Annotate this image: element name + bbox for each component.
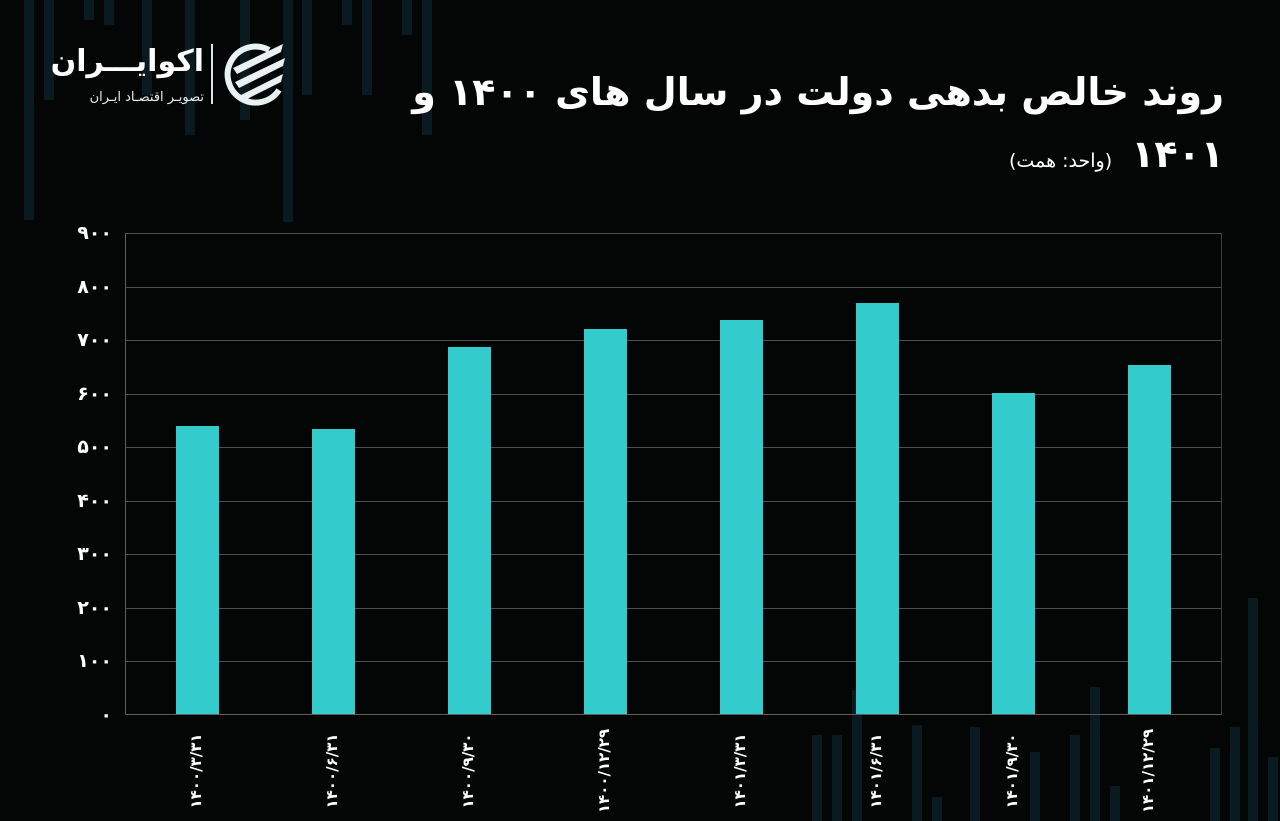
gridline	[126, 393, 1221, 395]
bar	[855, 303, 899, 714]
y-tick-label: ۷۰۰	[77, 329, 112, 352]
x-tick-label: ۱۴۰۰/۱۲/۲۹	[594, 728, 614, 813]
gridline	[126, 340, 1221, 342]
y-tick-label: ۶۰۰	[77, 382, 112, 405]
x-tick-text: ۱۴۰۰/۱۲/۲۹	[595, 728, 613, 813]
y-tick-label: ۸۰۰	[77, 275, 112, 298]
bar	[175, 426, 219, 714]
gridline	[126, 233, 1221, 234]
y-tick-label: ۱۰۰	[77, 650, 112, 673]
chart-subtitle-line: ۱۴۰۱ (واحد: همت)	[1009, 132, 1224, 176]
bar	[583, 329, 627, 714]
bar	[991, 393, 1035, 714]
unit-label: (واحد: همت)	[1009, 150, 1113, 172]
bar	[311, 429, 355, 714]
brand-tagline: تصویـر اقتصـاد ایـران	[89, 90, 204, 105]
logo-divider	[211, 44, 213, 104]
y-tick-label: ۰	[100, 704, 112, 726]
x-tick-label: ۱۴۰۰/۶/۳۱	[322, 728, 342, 813]
gridline	[126, 447, 1221, 449]
x-tick-label: ۱۴۰۱/۳/۳۱	[730, 728, 750, 813]
x-tick-text: ۱۴۰۰/۳/۳۱	[187, 732, 205, 809]
gridline	[126, 607, 1221, 609]
bar	[719, 320, 763, 714]
x-tick-text: ۱۴۰۰/۹/۳۰	[459, 732, 477, 809]
plot-area	[125, 233, 1222, 715]
x-tick-text: ۱۴۰۱/۱۲/۲۹	[1139, 728, 1157, 813]
x-tick-label: ۱۴۰۰/۳/۳۱	[186, 728, 206, 813]
x-tick-text: ۱۴۰۱/۳/۳۱	[731, 732, 749, 809]
x-tick-label: ۱۴۰۱/۶/۳۱	[866, 728, 886, 813]
y-tick-label: ۳۰۰	[77, 543, 112, 566]
y-tick-label: ۴۰۰	[77, 489, 112, 512]
x-tick-text: ۱۴۰۱/۹/۳۰	[1003, 732, 1021, 809]
x-tick-text: ۱۴۰۱/۶/۳۱	[867, 732, 885, 809]
x-tick-text: ۱۴۰۰/۶/۳۱	[323, 732, 341, 809]
y-tick-label: ۵۰۰	[77, 436, 112, 459]
y-tick-label: ۹۰۰	[77, 222, 112, 244]
gridline	[126, 554, 1221, 556]
bar	[447, 347, 491, 714]
x-tick-label: ۱۴۰۰/۹/۳۰	[458, 728, 478, 813]
gridline	[126, 500, 1221, 502]
gridline	[126, 661, 1221, 663]
bar	[1127, 365, 1171, 714]
gridline	[126, 286, 1221, 288]
brand-logo: اکوایـــران تصویـر اقتصـاد ایـران	[44, 36, 294, 116]
chart-title: روند خالص بدهی دولت در سال های ۱۴۰۰ و	[412, 70, 1224, 114]
chart-title-year: ۱۴۰۱	[1131, 132, 1224, 176]
x-tick-label: ۱۴۰۱/۹/۳۰	[1002, 728, 1022, 813]
x-tick-label: ۱۴۰۱/۱۲/۲۹	[1138, 728, 1158, 813]
y-tick-label: ۲۰۰	[77, 596, 112, 619]
brand-name: اکوایـــران	[50, 44, 204, 79]
ecoiran-logo-icon	[224, 43, 285, 106]
